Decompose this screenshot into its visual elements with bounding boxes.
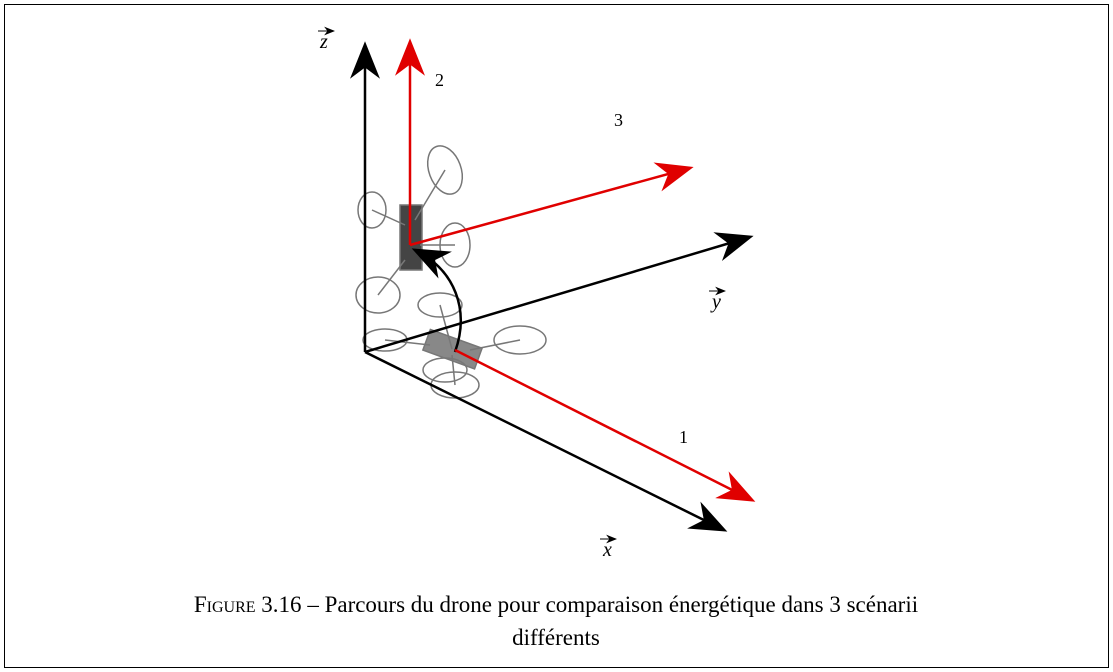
scenario-label: 2: [435, 70, 444, 90]
rotation-arrow: [411, 248, 462, 353]
label-z: z: [319, 31, 328, 53]
caption-line: différents: [512, 625, 600, 650]
path-1: [454, 348, 756, 502]
scenario-label: 1: [679, 427, 688, 447]
drone-flat: [362, 292, 547, 399]
label-x: x: [602, 539, 612, 561]
path-3: [409, 162, 694, 247]
axis-y: [364, 232, 754, 354]
caption-label: Figure 3.16: [194, 592, 302, 617]
label-y: y: [710, 291, 721, 313]
axis-x: [364, 350, 728, 532]
caption-line: Figure 3.16 – Parcours du drone pour com…: [194, 592, 918, 617]
caption-text: – Parcours du drone pour comparaison éne…: [306, 592, 918, 617]
frame: [4, 4, 1109, 668]
scenario-label: 3: [614, 110, 623, 130]
